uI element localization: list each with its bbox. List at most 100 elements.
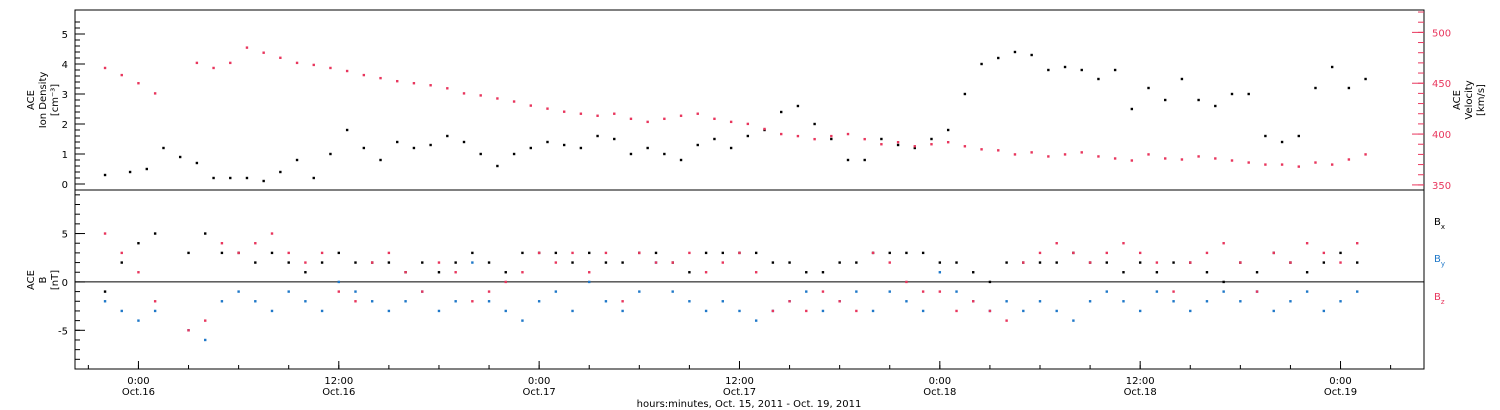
x-tick-date: Oct.16 [122, 387, 155, 398]
top-point [1197, 155, 1200, 158]
bottom-point [1038, 300, 1042, 303]
top-point [1264, 134, 1267, 138]
top-point [1347, 158, 1351, 161]
bottom-point [1138, 251, 1142, 255]
top-point [529, 104, 532, 107]
top-point [1214, 157, 1217, 160]
bottom-point [270, 251, 274, 255]
top-point [763, 127, 766, 131]
bottom-point [471, 300, 474, 303]
top-point [930, 137, 933, 141]
bottom-point [1305, 242, 1309, 245]
bottom-point [604, 300, 608, 303]
bottom-point [237, 251, 240, 255]
bottom-point [187, 251, 190, 255]
bottom-point [1055, 242, 1058, 245]
bottom-point [1155, 290, 1159, 293]
bottom-point [888, 251, 891, 255]
bottom-point [370, 261, 374, 264]
top-point [1214, 104, 1217, 108]
top-point [596, 134, 599, 138]
bottom-point [905, 280, 908, 284]
bottom-point [688, 300, 691, 303]
bottom-point [1322, 261, 1326, 264]
bottom-point [938, 271, 942, 274]
bottom-point [471, 251, 474, 255]
bottom-point [821, 309, 825, 313]
top-point [103, 66, 107, 70]
top-point [796, 104, 800, 108]
top-point [713, 137, 716, 141]
bottom-point [671, 261, 674, 264]
top-point [1280, 140, 1284, 144]
top-point [1080, 68, 1083, 72]
top-point [103, 173, 107, 177]
top-point [746, 122, 750, 126]
top-point [529, 146, 532, 150]
top-point [245, 46, 249, 49]
top-point [796, 134, 800, 138]
bottom-point [1138, 261, 1142, 264]
top-point [295, 158, 299, 162]
bottom-point [437, 261, 441, 264]
top-left-axis: 0 1 2 3 4 5 [62, 21, 85, 191]
top-point [1030, 151, 1033, 154]
top-point [980, 148, 983, 151]
x-tick-label: 0:00 [929, 376, 951, 387]
bottom-point [1155, 271, 1159, 274]
bottom-point [1088, 300, 1092, 303]
bottom-point [471, 261, 474, 264]
bottom-point [103, 290, 107, 293]
top-point [780, 132, 783, 136]
top-point [846, 158, 850, 162]
bottom-point [254, 261, 257, 264]
top-point [579, 112, 583, 115]
bottom-point [821, 290, 825, 293]
top-point [195, 61, 199, 65]
x-tick-date: Oct.18 [923, 387, 956, 398]
top-point [1180, 77, 1184, 81]
bottom-point [487, 261, 491, 264]
bottom-point [270, 232, 274, 235]
top-point [679, 158, 683, 162]
bottom-point [1105, 290, 1108, 293]
bottom-point [187, 329, 190, 332]
bottom-point [988, 280, 992, 284]
top-point [562, 110, 566, 113]
bottom-point [1272, 309, 1275, 313]
top-point [262, 179, 265, 183]
bottom-point [921, 309, 925, 313]
axis-title-line: ACE [1452, 90, 1463, 110]
bottom-point [1005, 300, 1008, 303]
top-point [1097, 155, 1100, 158]
top-point [345, 69, 349, 73]
legend-bz: Bz [1434, 292, 1445, 306]
top-point [412, 82, 416, 85]
bottom-point [1138, 309, 1142, 313]
bottom-point [1255, 290, 1259, 293]
bottom-point [287, 261, 290, 264]
axis-title-line: Ion Density [38, 72, 49, 129]
top-point [229, 61, 232, 65]
top-point [412, 146, 416, 150]
bottom-point [621, 300, 624, 303]
top-point [562, 143, 566, 147]
top-point [137, 82, 140, 85]
bottom-point [1356, 290, 1359, 293]
bottom-point [838, 300, 841, 303]
bottom-point [337, 280, 340, 284]
top-point [613, 137, 616, 141]
bottom-point [1105, 251, 1108, 255]
top-point [1330, 65, 1334, 69]
bottom-point [1072, 319, 1075, 322]
bottom-point [704, 251, 708, 255]
top-point [646, 120, 649, 124]
top-panel-series [103, 46, 1367, 183]
bottom-point [454, 261, 457, 264]
top-point [153, 92, 157, 95]
y-tick-label: -5 [58, 326, 68, 337]
top-point [546, 107, 549, 110]
bottom-point [1072, 251, 1075, 255]
x-tick-date: Oct.17 [523, 387, 556, 398]
top-point [479, 152, 482, 156]
